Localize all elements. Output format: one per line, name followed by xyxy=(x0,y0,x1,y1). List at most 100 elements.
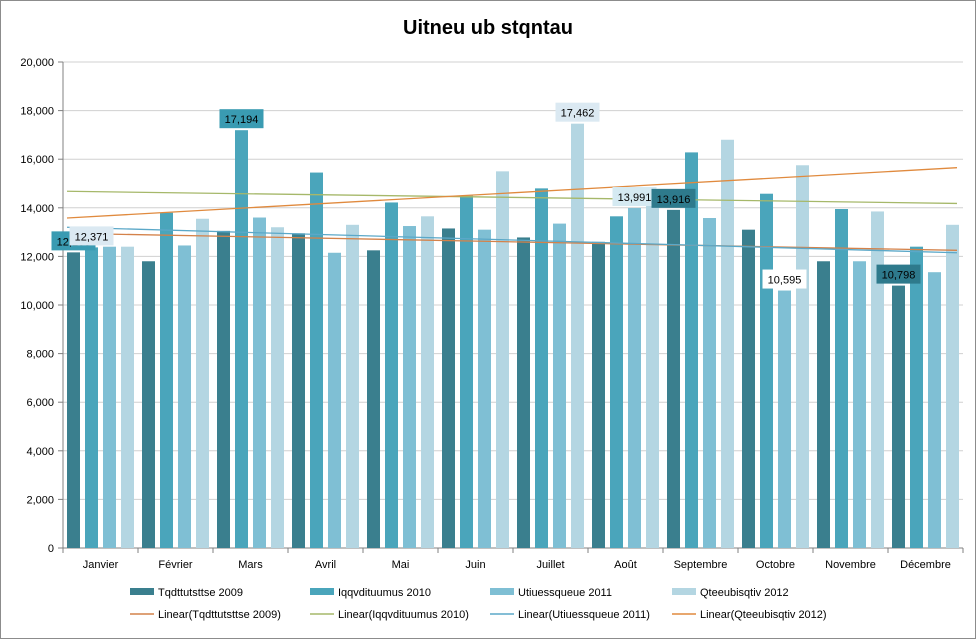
x-tick-label: Mars xyxy=(238,559,263,571)
legend-label: Linear(Iqqvdituumus 2010) xyxy=(338,609,469,621)
bar xyxy=(385,202,398,549)
bar xyxy=(142,261,155,548)
x-tick-label: Avril xyxy=(315,559,336,571)
bar xyxy=(235,130,248,549)
bar xyxy=(310,172,323,548)
legend-swatch xyxy=(130,588,154,595)
trendline xyxy=(66,232,958,251)
bar xyxy=(517,237,530,549)
bar xyxy=(271,227,284,549)
bar xyxy=(442,228,455,548)
bar xyxy=(253,217,266,548)
bar xyxy=(946,224,959,548)
y-tick-label: 0 xyxy=(48,543,54,555)
bar xyxy=(592,241,605,548)
trendline xyxy=(66,226,958,254)
data-label-text: 13,991 xyxy=(618,192,652,204)
x-tick-label: Août xyxy=(614,559,637,571)
bar xyxy=(460,195,473,548)
bar xyxy=(928,272,941,548)
axes: 0 2,000 4,000 6,000 8,000 10,000 12,000 14,000 1… xyxy=(20,57,964,571)
y-tick-label: 4,000 xyxy=(26,446,54,458)
bar xyxy=(217,230,230,548)
bar xyxy=(835,209,848,548)
legend: Tqdttutsttse 2009 Iqqvdituumus 2010 Utiues… xyxy=(130,587,827,621)
data-label: 13,991 xyxy=(612,187,657,207)
x-tick-label: Juin xyxy=(465,559,485,571)
data-label: 10,798 xyxy=(876,264,921,284)
data-labels: 12,16612,37117,19417,46213,99113,91610,5… xyxy=(51,102,921,289)
bar xyxy=(685,152,698,548)
trendline xyxy=(66,190,958,205)
data-label: 17,194 xyxy=(219,109,264,129)
trendlines xyxy=(66,167,958,254)
legend-label: Linear(Utiuessqueue 2011) xyxy=(518,609,650,621)
y-tick-label: 6,000 xyxy=(26,397,54,409)
data-label-text: 17,194 xyxy=(225,114,259,126)
legend-label: Linear(Tqdttutsttse 2009) xyxy=(158,609,281,621)
data-label-box xyxy=(651,188,696,208)
legend-swatch xyxy=(672,588,696,595)
legend-label: Utiuessqueue 2011 xyxy=(518,587,612,599)
bar xyxy=(85,247,98,548)
bar xyxy=(628,208,641,548)
x-tick-label: Octobre xyxy=(756,559,795,571)
legend-label: Linear(Qteeubisqtiv 2012) xyxy=(700,609,827,621)
y-tick-label: 8,000 xyxy=(26,349,54,361)
chart-title: Uitneu ub stqntau xyxy=(403,17,573,39)
bar xyxy=(121,246,134,548)
bar xyxy=(196,218,209,549)
legend-label: Tqdttutsttse 2009 xyxy=(158,587,243,599)
data-label-box xyxy=(612,187,657,207)
data-label-box xyxy=(876,264,921,284)
bars xyxy=(67,123,959,549)
data-label-text: 13,916 xyxy=(657,194,691,206)
x-tick-label: Février xyxy=(158,559,193,571)
legend-swatch xyxy=(310,588,334,595)
bar xyxy=(535,188,548,549)
legend-swatch xyxy=(490,588,514,595)
bar xyxy=(703,218,716,549)
gridlines xyxy=(63,61,963,500)
bar xyxy=(817,261,830,548)
y-tick-label: 18,000 xyxy=(20,106,54,118)
bar xyxy=(346,224,359,548)
bar xyxy=(160,212,173,548)
bar xyxy=(67,252,80,548)
x-tick-label: Mai xyxy=(392,559,410,571)
bar xyxy=(610,216,623,548)
data-label: 10,595 xyxy=(762,269,807,289)
bar xyxy=(292,233,305,548)
y-tick-label: 16,000 xyxy=(20,154,54,166)
bar xyxy=(721,139,734,548)
data-label-text: 10,595 xyxy=(768,275,802,287)
bar xyxy=(667,209,680,549)
bar xyxy=(367,250,380,548)
y-tick-label: 2,000 xyxy=(26,494,54,506)
x-tick-label: Décembre xyxy=(900,559,951,571)
legend-label: Iqqvdituumus 2010 xyxy=(338,587,431,599)
bar xyxy=(796,165,809,548)
bar xyxy=(103,246,116,548)
bar xyxy=(646,198,659,548)
bar xyxy=(910,246,923,548)
data-label: 13,916 xyxy=(651,188,696,208)
data-label: 12,371 xyxy=(69,226,114,246)
bar xyxy=(742,229,755,549)
bar xyxy=(328,252,341,548)
data-label-box xyxy=(555,102,600,122)
data-label-text: 10,798 xyxy=(882,270,916,282)
x-tick-label: Janvier xyxy=(83,559,119,571)
bar xyxy=(403,226,416,548)
y-tick-label: 10,000 xyxy=(20,300,54,312)
x-tick-label: Novembre xyxy=(825,559,876,571)
bar xyxy=(892,285,905,548)
bar xyxy=(553,223,566,548)
data-label-box xyxy=(69,226,114,246)
data-label-text: 12,371 xyxy=(75,231,109,243)
y-tick-label: 20,000 xyxy=(20,57,54,69)
bar xyxy=(421,216,434,548)
y-tick-label: 14,000 xyxy=(20,203,54,215)
data-label-box xyxy=(219,109,264,129)
